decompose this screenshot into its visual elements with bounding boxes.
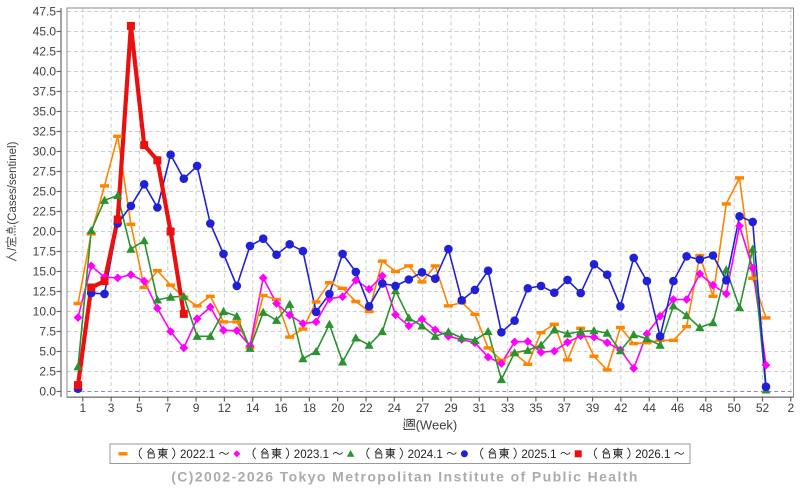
svg-text:(Cases/sentinel): (Cases/sentinel) xyxy=(7,141,19,224)
svg-text:30.0: 30.0 xyxy=(33,145,57,159)
svg-text:37.5: 37.5 xyxy=(33,85,57,99)
svg-text:12.5: 12.5 xyxy=(33,285,57,299)
svg-text:33: 33 xyxy=(501,401,515,415)
svg-text:42: 42 xyxy=(614,401,628,415)
svg-text:52: 52 xyxy=(756,401,770,415)
svg-text:31: 31 xyxy=(473,401,487,415)
svg-text:46: 46 xyxy=(671,401,685,415)
svg-text:48: 48 xyxy=(699,401,713,415)
svg-text:2024.1: 2024.1 xyxy=(408,449,443,461)
svg-text:22.5: 22.5 xyxy=(33,205,57,219)
svg-text:25.0: 25.0 xyxy=(33,185,57,199)
svg-text:2026.1: 2026.1 xyxy=(635,449,670,461)
svg-text:3: 3 xyxy=(108,401,115,415)
svg-text:35.0: 35.0 xyxy=(33,105,57,119)
svg-text:35: 35 xyxy=(529,401,543,415)
svg-text:5.0: 5.0 xyxy=(39,345,56,359)
svg-text:20.0: 20.0 xyxy=(33,225,57,239)
svg-text:17.5: 17.5 xyxy=(33,245,57,259)
svg-text:40.0: 40.0 xyxy=(33,65,57,79)
svg-text:2025.1: 2025.1 xyxy=(521,449,556,461)
svg-text:16: 16 xyxy=(274,401,288,415)
svg-text:9: 9 xyxy=(193,401,200,415)
svg-text:37: 37 xyxy=(558,401,572,415)
svg-text:2022.1: 2022.1 xyxy=(180,449,215,461)
svg-text:45.0: 45.0 xyxy=(33,25,57,39)
svg-text:27: 27 xyxy=(416,401,430,415)
svg-text:7.5: 7.5 xyxy=(39,325,56,339)
svg-text:18: 18 xyxy=(303,401,317,415)
svg-text:44: 44 xyxy=(643,401,657,415)
svg-text:7: 7 xyxy=(164,401,171,415)
svg-text:15.0: 15.0 xyxy=(33,265,57,279)
svg-text:12: 12 xyxy=(218,401,232,415)
svg-text:1: 1 xyxy=(79,401,86,415)
svg-text:39: 39 xyxy=(586,401,600,415)
svg-text:10.0: 10.0 xyxy=(33,305,57,319)
svg-text:29: 29 xyxy=(444,401,458,415)
svg-text:50: 50 xyxy=(728,401,742,415)
svg-text:(Week): (Week) xyxy=(416,418,458,433)
svg-text:22: 22 xyxy=(359,401,373,415)
svg-text:42.5: 42.5 xyxy=(33,45,57,59)
svg-text:14: 14 xyxy=(246,401,260,415)
svg-text:2023.1: 2023.1 xyxy=(294,449,329,461)
svg-text:24: 24 xyxy=(388,401,402,415)
svg-text:5: 5 xyxy=(136,401,143,415)
svg-text:(C)2002-2026 Tokyo Metropolita: (C)2002-2026 Tokyo Metropolitan Institut… xyxy=(171,469,639,485)
svg-text:2.5: 2.5 xyxy=(39,365,56,379)
svg-text:47.5: 47.5 xyxy=(33,5,57,19)
svg-text:2: 2 xyxy=(787,401,794,415)
svg-text:27.5: 27.5 xyxy=(33,165,57,179)
svg-text:0.0: 0.0 xyxy=(39,385,56,399)
svg-text:32.5: 32.5 xyxy=(33,125,57,139)
svg-text:/: / xyxy=(7,247,19,251)
svg-text:20: 20 xyxy=(331,401,345,415)
